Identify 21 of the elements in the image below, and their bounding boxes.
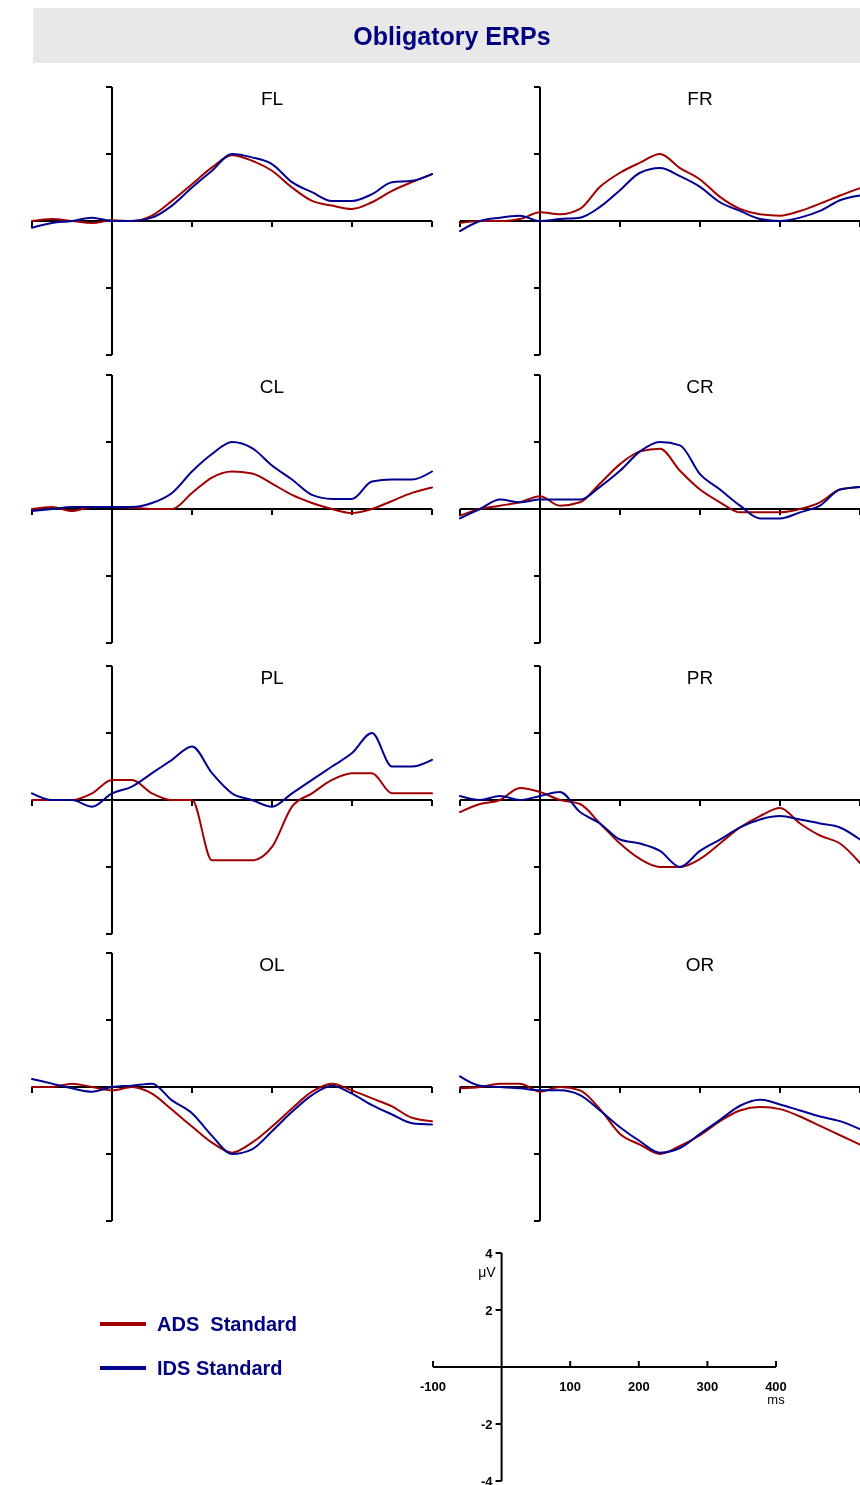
x-tick-label: 100 <box>559 1379 582 1394</box>
x-tick-label: 300 <box>696 1379 719 1394</box>
y-tick-label: 4 <box>485 1246 494 1261</box>
legend-label: ADS Standard <box>157 1313 298 1335</box>
chart-title: OL <box>259 954 285 975</box>
y-tick-label: 2 <box>485 1303 493 1318</box>
chart-title: PL <box>260 667 284 688</box>
legend-label: IDS Standard <box>157 1357 283 1379</box>
y-tick-label: -2 <box>481 1417 493 1432</box>
y-axis-title: μV <box>478 1264 497 1280</box>
x-tick-label: 400 <box>765 1379 787 1394</box>
chart-title: PR <box>686 667 714 688</box>
text: Obligatory ERPs <box>353 22 551 50</box>
chart-title: OR <box>685 954 715 975</box>
chart-title: CR <box>686 376 714 397</box>
x-tick-label: -100 <box>419 1379 447 1394</box>
x-tick-label: 200 <box>627 1379 650 1394</box>
chart-title: FL <box>260 88 284 109</box>
chart-title: FR <box>687 88 713 109</box>
x-axis-title: ms <box>767 1392 786 1407</box>
chart-title: CL <box>259 376 285 397</box>
